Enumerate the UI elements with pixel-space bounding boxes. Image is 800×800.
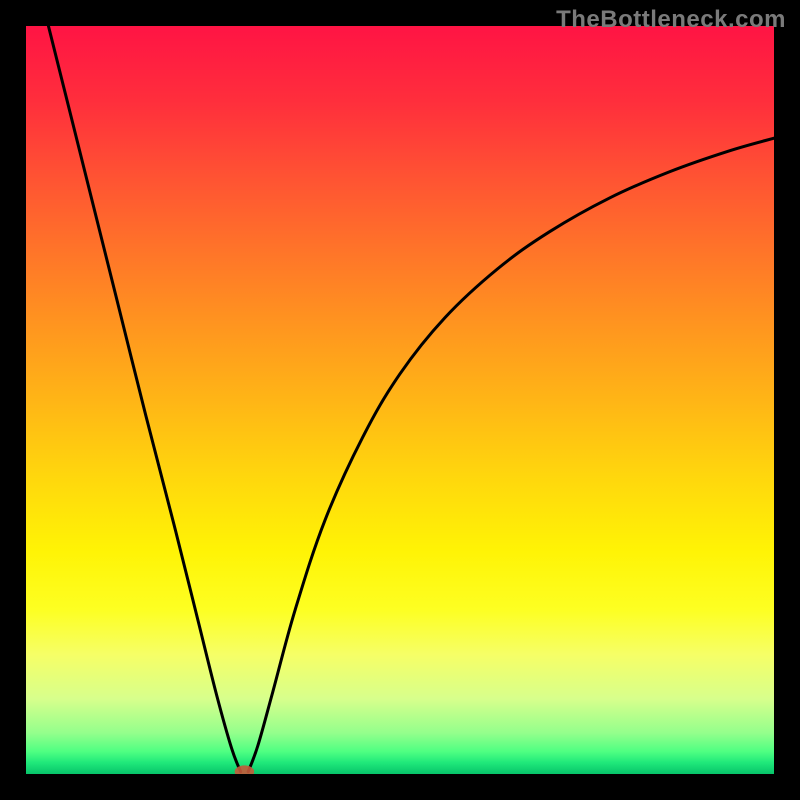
plot-svg [26,26,774,774]
chart-frame: TheBottleneck.com [0,0,800,800]
watermark-text: TheBottleneck.com [556,6,786,34]
gradient-background [26,26,774,774]
plot-area [26,26,774,774]
